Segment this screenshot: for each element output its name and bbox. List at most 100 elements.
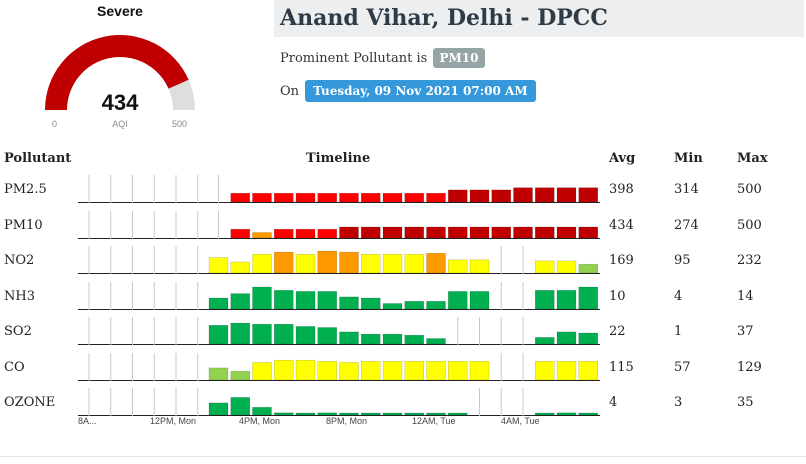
timeline-bar[interactable] bbox=[361, 360, 381, 380]
timeline-bar[interactable] bbox=[317, 290, 337, 309]
timeline-bar[interactable] bbox=[535, 360, 555, 380]
timeline-bar[interactable] bbox=[295, 412, 316, 416]
timeline-bar[interactable] bbox=[230, 228, 250, 238]
timeline-bar[interactable] bbox=[361, 297, 381, 309]
timeline-bar[interactable] bbox=[448, 290, 468, 309]
timeline-bar[interactable] bbox=[578, 286, 598, 309]
timeline-bar[interactable] bbox=[469, 189, 490, 203]
timeline-bar[interactable] bbox=[404, 300, 424, 309]
timeline-bar[interactable] bbox=[535, 289, 555, 309]
timeline-bar[interactable] bbox=[404, 412, 424, 416]
timeline-bar[interactable] bbox=[404, 192, 424, 203]
timeline-bar[interactable] bbox=[556, 260, 577, 274]
timeline-bar[interactable] bbox=[339, 251, 359, 274]
timeline-bar[interactable] bbox=[208, 402, 229, 416]
timeline-bar[interactable] bbox=[252, 254, 272, 274]
timeline-bar[interactable] bbox=[426, 300, 446, 309]
timeline-bar[interactable] bbox=[274, 412, 294, 416]
timeline-bar[interactable] bbox=[578, 226, 598, 238]
timeline-bar[interactable] bbox=[361, 192, 381, 203]
timeline-bar[interactable] bbox=[404, 334, 424, 345]
timeline-bar[interactable] bbox=[535, 187, 555, 203]
timeline-bar[interactable] bbox=[469, 360, 490, 380]
timeline-bar[interactable] bbox=[535, 226, 555, 238]
timeline-bar[interactable] bbox=[382, 192, 403, 203]
timeline-bar[interactable] bbox=[469, 226, 490, 238]
timeline-bar[interactable] bbox=[578, 263, 598, 274]
timeline-bar[interactable] bbox=[317, 327, 337, 345]
timeline-bar[interactable] bbox=[556, 289, 577, 309]
timeline-bar[interactable] bbox=[339, 296, 359, 309]
timeline-bar[interactable] bbox=[535, 337, 555, 345]
timeline-bar[interactable] bbox=[535, 412, 555, 416]
timeline-bar[interactable] bbox=[317, 228, 337, 238]
timeline-bar[interactable] bbox=[361, 254, 381, 274]
timeline-bar[interactable] bbox=[382, 302, 403, 309]
timeline-bar[interactable] bbox=[339, 192, 359, 203]
timeline-bar[interactable] bbox=[556, 412, 577, 416]
timeline-bar[interactable] bbox=[317, 412, 337, 416]
timeline-bar[interactable] bbox=[556, 226, 577, 238]
timeline-bar[interactable] bbox=[556, 360, 577, 380]
timeline-bar[interactable] bbox=[339, 361, 359, 380]
timeline-bar[interactable] bbox=[382, 412, 403, 416]
timeline-bar[interactable] bbox=[382, 360, 403, 380]
timeline-bar[interactable] bbox=[252, 361, 272, 380]
timeline-bar[interactable] bbox=[295, 192, 316, 203]
timeline-bar[interactable] bbox=[252, 231, 272, 238]
timeline-bar[interactable] bbox=[448, 226, 468, 238]
timeline-bar[interactable] bbox=[317, 360, 337, 380]
timeline-bar[interactable] bbox=[208, 257, 229, 274]
timeline-bar[interactable] bbox=[448, 412, 468, 416]
timeline-bar[interactable] bbox=[426, 360, 446, 380]
timeline-bar[interactable] bbox=[404, 226, 424, 238]
timeline-bar[interactable] bbox=[404, 360, 424, 380]
timeline-bar[interactable] bbox=[491, 226, 511, 238]
timeline-bar[interactable] bbox=[578, 332, 598, 345]
timeline-bar[interactable] bbox=[208, 297, 229, 309]
timeline-bar[interactable] bbox=[274, 192, 294, 203]
timeline-bar[interactable] bbox=[426, 192, 446, 203]
timeline-bar[interactable] bbox=[426, 338, 446, 345]
timeline-bar[interactable] bbox=[513, 226, 533, 238]
timeline-bar[interactable] bbox=[230, 370, 250, 380]
timeline-bar[interactable] bbox=[252, 407, 272, 416]
timeline-bar[interactable] bbox=[361, 412, 381, 416]
timeline-bar[interactable] bbox=[426, 226, 446, 238]
timeline-bar[interactable] bbox=[448, 189, 468, 203]
timeline-bar[interactable] bbox=[295, 290, 316, 309]
timeline-bar[interactable] bbox=[274, 323, 294, 345]
timeline-bar[interactable] bbox=[339, 226, 359, 238]
timeline-bar[interactable] bbox=[274, 289, 294, 309]
timeline-bar[interactable] bbox=[339, 412, 359, 416]
timeline-bar[interactable] bbox=[252, 192, 272, 203]
timeline-bar[interactable] bbox=[317, 250, 337, 274]
timeline-bar[interactable] bbox=[469, 259, 490, 274]
timeline-bar[interactable] bbox=[448, 259, 468, 274]
timeline-bar[interactable] bbox=[426, 412, 446, 416]
timeline-bar[interactable] bbox=[295, 228, 316, 238]
timeline-bar[interactable] bbox=[252, 323, 272, 345]
timeline-bar[interactable] bbox=[426, 252, 446, 274]
timeline-bar[interactable] bbox=[208, 367, 229, 380]
timeline-bar[interactable] bbox=[469, 290, 490, 309]
timeline-bar[interactable] bbox=[448, 360, 468, 380]
timeline-bar[interactable] bbox=[230, 261, 250, 274]
timeline-bar[interactable] bbox=[578, 187, 598, 203]
timeline-bar[interactable] bbox=[556, 187, 577, 203]
timeline-bar[interactable] bbox=[382, 254, 403, 274]
timeline-bar[interactable] bbox=[230, 322, 250, 345]
timeline-bar[interactable] bbox=[491, 189, 511, 203]
timeline-bar[interactable] bbox=[404, 254, 424, 274]
timeline-bar[interactable] bbox=[208, 325, 229, 345]
timeline-bar[interactable] bbox=[295, 359, 316, 380]
timeline-bar[interactable] bbox=[361, 226, 381, 238]
timeline-bar[interactable] bbox=[382, 226, 403, 238]
timeline-bar[interactable] bbox=[295, 326, 316, 345]
timeline-bar[interactable] bbox=[295, 254, 316, 274]
timeline-bar[interactable] bbox=[274, 251, 294, 274]
timeline-bar[interactable] bbox=[513, 187, 533, 203]
timeline-bar[interactable] bbox=[230, 292, 250, 309]
timeline-bar[interactable] bbox=[230, 192, 250, 203]
timeline-bar[interactable] bbox=[230, 397, 250, 416]
